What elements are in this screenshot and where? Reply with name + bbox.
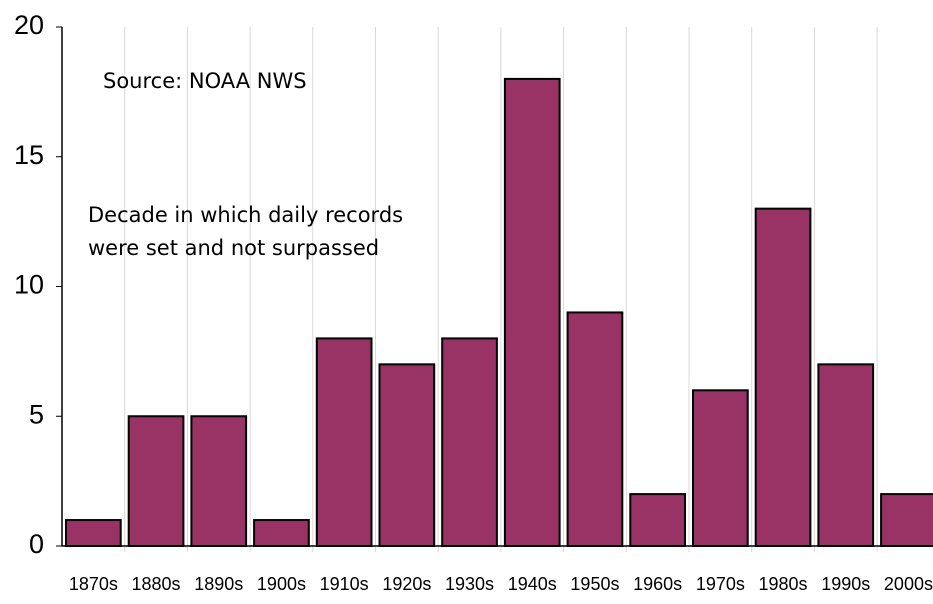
bar bbox=[692, 389, 749, 547]
bar bbox=[880, 493, 933, 548]
bar bbox=[253, 519, 310, 547]
bar bbox=[190, 415, 248, 547]
y-tick-label: 15 bbox=[14, 140, 44, 170]
x-tick-label: 1960s bbox=[633, 574, 682, 594]
x-tick-label: 1870s bbox=[69, 574, 118, 594]
x-tick-label: 2000s bbox=[884, 574, 933, 594]
annotation: were set and not surpassed bbox=[88, 236, 379, 260]
y-tick-label: 10 bbox=[14, 270, 44, 300]
x-tick-label: 1920s bbox=[382, 574, 431, 594]
bar bbox=[127, 415, 185, 547]
x-tick-label: 1940s bbox=[508, 574, 557, 594]
x-tick-label: 1910s bbox=[320, 574, 369, 594]
x-tick-label: 1880s bbox=[132, 574, 181, 594]
bar bbox=[315, 337, 373, 547]
bar bbox=[629, 493, 686, 548]
y-tick-label: 0 bbox=[29, 529, 44, 559]
bar bbox=[503, 77, 561, 548]
x-tick-label: 1930s bbox=[445, 574, 494, 594]
bar bbox=[566, 311, 624, 548]
x-tick-label: 1950s bbox=[570, 574, 619, 594]
bar bbox=[378, 363, 436, 547]
annotation: Decade in which daily records bbox=[88, 203, 403, 227]
y-tick-label: 20 bbox=[14, 10, 44, 40]
annotation: Source: NOAA NWS bbox=[103, 69, 307, 93]
x-tick-label: 1890s bbox=[194, 574, 243, 594]
x-tick-label: 1990s bbox=[821, 574, 870, 594]
x-tick-label: 1900s bbox=[257, 574, 306, 594]
bar bbox=[65, 519, 122, 547]
bar bbox=[441, 337, 498, 547]
x-tick-label: 1980s bbox=[759, 574, 808, 594]
y-tick-label: 5 bbox=[29, 399, 44, 429]
bar bbox=[817, 363, 875, 547]
x-tick-label: 1970s bbox=[696, 574, 745, 594]
bar bbox=[754, 207, 812, 547]
